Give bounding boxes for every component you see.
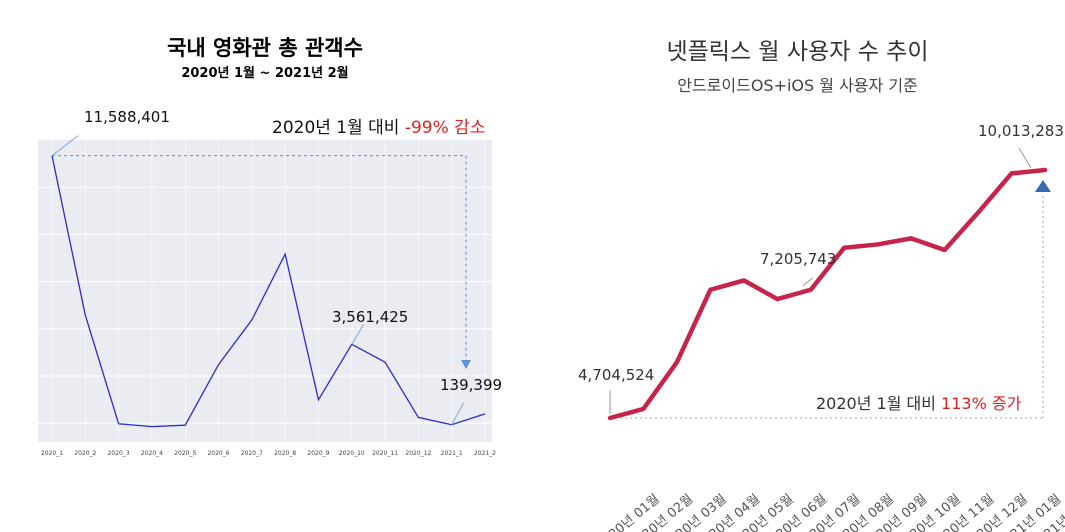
arrow-head bbox=[461, 360, 471, 369]
plot-background bbox=[38, 140, 492, 442]
chart-subtitle: 안드로이드OS+iOS 월 사용자 기준 bbox=[677, 76, 918, 95]
chart-title: 국내 영화관 총 관객수 bbox=[167, 36, 363, 60]
x-tick-label: 2020_2 bbox=[74, 450, 96, 457]
x-tick-label: 2021_2 bbox=[474, 450, 496, 457]
label-leader-line bbox=[451, 402, 465, 425]
label-leader-line bbox=[802, 277, 814, 287]
x-tick-label: 2020_11 bbox=[372, 450, 398, 457]
comparison-annotation: 2020년 1월 대비 -99% 감소 bbox=[272, 118, 485, 138]
data-label: 139,399 bbox=[440, 376, 502, 394]
data-label: 7,205,743 bbox=[760, 250, 836, 268]
chart-subtitle: 2020년 1월 ~ 2021년 2월 bbox=[181, 66, 349, 81]
x-tick-label: 2020_1 bbox=[41, 450, 63, 457]
movie-audience-chart-panel: 국내 영화관 총 관객수 2020년 1월 ~ 2021년 2월 2020_1 2… bbox=[0, 0, 530, 532]
x-tick-label: 2020_12 bbox=[405, 450, 431, 457]
netflix-users-chart-panel: 넷플릭스 월 사용자 수 추이 안드로이드OS+iOS 월 사용자 기준 4,7… bbox=[530, 0, 1065, 532]
comparison-value: -99% 감소 bbox=[405, 118, 486, 138]
comparison-prefix: 2020년 1월 대비 bbox=[816, 394, 941, 413]
netflix-users-line-chart: 4,704,524 7,205,743 10,013,283 2020년 1월 대비 … bbox=[578, 122, 1065, 532]
x-tick-label: 2020_8 bbox=[274, 450, 296, 457]
label-leader-line bbox=[51, 135, 79, 157]
data-label: 10,013,283 bbox=[978, 122, 1064, 140]
label-leader-line bbox=[351, 324, 365, 345]
netflix-series-line bbox=[607, 167, 1048, 421]
comparison-annotation: 2020년 1월 대비 113% 증가 bbox=[816, 394, 1022, 413]
x-tick-label: 2020_3 bbox=[108, 450, 130, 457]
x-tick-label: 2021_1 bbox=[441, 450, 463, 457]
movie-audience-line-chart: 2020_1 2020_2 2020_3 2020_4 2020_5 2020_6 2020… bbox=[38, 108, 502, 457]
x-tick-label: 2020_6 bbox=[207, 450, 229, 457]
increase-marker bbox=[1035, 180, 1051, 192]
x-tick-label: 2020_7 bbox=[241, 450, 263, 457]
data-label: 11,588,401 bbox=[84, 108, 170, 126]
chart-title: 넷플릭스 월 사용자 수 추이 bbox=[666, 39, 929, 65]
x-tick-label: 2020_5 bbox=[174, 450, 196, 457]
audience-series-line bbox=[51, 155, 486, 428]
x-tick-label: 2020_10 bbox=[339, 450, 365, 457]
x-tick-label: 2020_4 bbox=[141, 450, 163, 457]
comparison-arrow bbox=[52, 155, 467, 362]
x-tick-label: 2020_9 bbox=[307, 450, 329, 457]
data-label: 4,704,524 bbox=[578, 366, 654, 384]
comparison-prefix: 2020년 1월 대비 bbox=[272, 118, 405, 138]
data-label: 3,561,425 bbox=[332, 308, 408, 326]
comparison-value: 113% 증가 bbox=[941, 394, 1022, 413]
label-leader-line bbox=[1018, 147, 1032, 169]
